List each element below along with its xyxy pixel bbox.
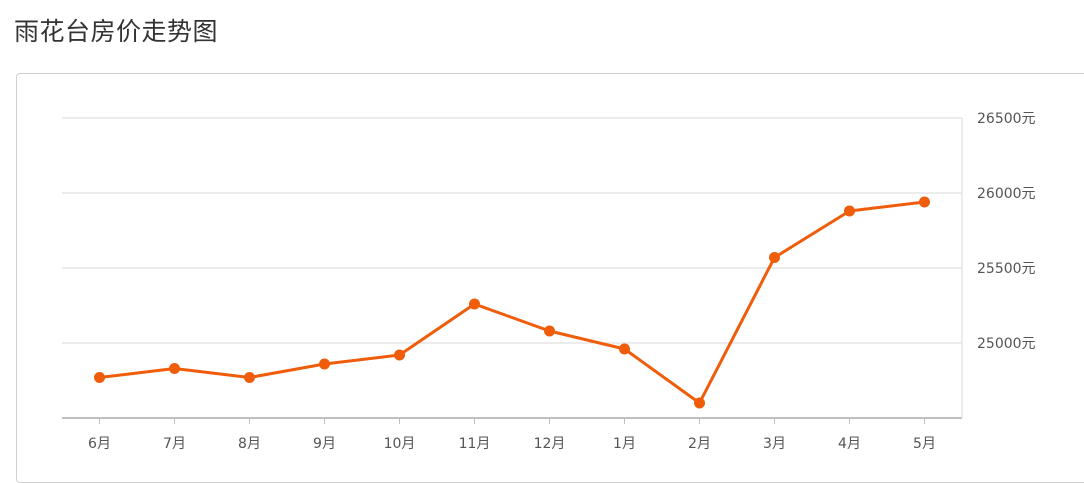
data-point[interactable]: [244, 372, 255, 383]
data-point[interactable]: [544, 325, 555, 337]
y-tick-label: 25500元: [977, 261, 1036, 277]
x-tick-label: 4月: [838, 436, 861, 452]
data-point[interactable]: [844, 205, 855, 217]
y-tick-labels: 25000元 25500元 26000元 26500元: [977, 111, 1036, 352]
x-tick-label: 8月: [238, 436, 261, 452]
data-point[interactable]: [469, 298, 480, 310]
data-point[interactable]: [919, 196, 930, 208]
y-tick-label: 25000元: [977, 336, 1036, 352]
axes: [62, 118, 963, 424]
x-tick-label: 12月: [534, 436, 566, 452]
series-line: [98, 200, 926, 405]
x-tick-label: 10月: [384, 436, 416, 452]
chart-card: 25000元 25500元 26000元 26500元 6月 7月 8月 9月 10月 11月 1…: [16, 73, 1084, 483]
x-tick-label: 3月: [763, 436, 786, 452]
price-trend-chart: 25000元 25500元 26000元 26500元 6月 7月 8月 9月 10月 11月 1…: [62, 111, 1036, 452]
x-tick-label: 1月: [613, 436, 636, 452]
data-point[interactable]: [94, 372, 105, 383]
data-point[interactable]: [394, 349, 405, 361]
data-point[interactable]: [319, 358, 330, 370]
x-tick-label: 6月: [88, 436, 111, 452]
data-point[interactable]: [769, 252, 780, 263]
x-tick-label: 9月: [313, 436, 336, 452]
x-tick-label: 7月: [163, 436, 186, 452]
y-tick-label: 26500元: [977, 111, 1036, 127]
data-point[interactable]: [694, 397, 705, 409]
x-tick-label: 2月: [688, 436, 711, 452]
x-tick-label: 5月: [913, 436, 936, 452]
data-points: [94, 196, 930, 409]
page-title: 雨花台房价走势图: [14, 17, 219, 46]
y-tick-label: 26000元: [977, 186, 1036, 202]
x-tick-label: 11月: [459, 436, 491, 452]
series-line: [98, 200, 926, 405]
data-point[interactable]: [169, 363, 180, 374]
x-tick-labels: 6月 7月 8月 9月 10月 11月 12月 1月 2月 3月 4月 5月: [88, 436, 936, 452]
data-point[interactable]: [619, 343, 630, 355]
grid-lines: [62, 117, 962, 344]
